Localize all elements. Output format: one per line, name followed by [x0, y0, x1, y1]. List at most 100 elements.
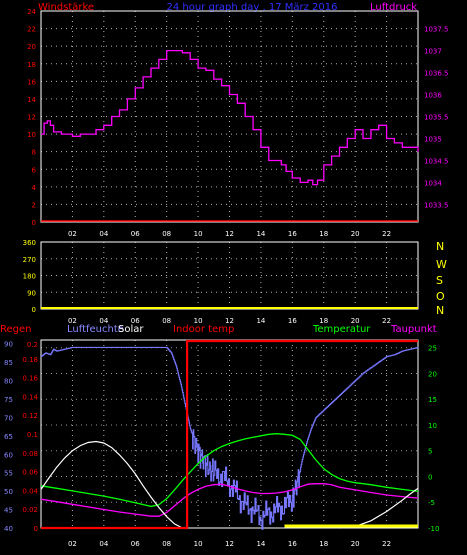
direction-tick-label: 90	[27, 289, 36, 297]
series-temperatur-line	[40, 433, 419, 508]
luftdruck-tick-label: 1035.5	[424, 114, 449, 122]
windstaerke-tick-label: 22	[27, 26, 36, 34]
temperatur-tick-label: 20	[428, 370, 437, 378]
luftfeuchte-tick-label: 80	[4, 378, 13, 386]
windstaerke-tick-label: 4	[32, 184, 37, 192]
windstaerke-axis-label: Windstärke	[38, 2, 94, 13]
windstaerke-tick-label: 12	[27, 114, 36, 122]
regen-tick-label: 0.12	[22, 412, 38, 420]
regen-tick-label: 0.16	[22, 375, 38, 383]
x-tick-label: 16	[288, 230, 297, 238]
x-tick-label: 06	[131, 540, 140, 548]
x-tick-label: 22	[382, 230, 391, 238]
direction-tick-label: 180	[23, 273, 36, 281]
x-tick-label: 08	[162, 540, 171, 548]
x-tick-label: 16	[288, 540, 297, 548]
luftfeuchte-tick-label: 70	[4, 414, 13, 422]
regen-tick-label: 0.02	[22, 506, 38, 514]
windstaerke-tick-label: 8	[32, 149, 36, 157]
taupunkt-label: Taupunkt	[390, 324, 437, 335]
temperatur-tick-label: 10	[428, 422, 437, 430]
temperatur-tick-label: 15	[428, 396, 437, 404]
direction-label-n-top: N	[436, 240, 444, 253]
x-tick-label: 20	[351, 540, 360, 548]
windstaerke-tick-label: 6	[32, 166, 37, 174]
x-tick-label: 22	[382, 317, 391, 325]
luftfeuchte-tick-label: 55	[4, 470, 13, 478]
luftdruck-tick-label: 1034	[424, 179, 442, 187]
x-tick-label: 08	[162, 230, 171, 238]
temperatur-tick-label: -5	[428, 499, 435, 507]
regen-tick-label: 0.18	[22, 356, 38, 364]
x-tick-label: 12	[225, 317, 234, 325]
x-tick-label: 04	[99, 230, 108, 238]
x-tick-label: 06	[131, 230, 140, 238]
series-taupunkt-line	[40, 483, 419, 517]
luftfeuchte-tick-label: 85	[4, 359, 13, 367]
luftdruck-tick-label: 1037.5	[424, 26, 449, 34]
regen-tick-label: 0.08	[22, 450, 38, 458]
regen-tick-label: 0.2	[27, 341, 38, 349]
x-tick-label: 12	[225, 230, 234, 238]
temperatur-tick-label: -10	[428, 525, 439, 533]
luftfeuchte-tick-label: 65	[4, 433, 13, 441]
windstaerke-tick-label: 24	[27, 8, 36, 16]
regen-tick-label: 0.06	[22, 469, 38, 477]
windstaerke-tick-label: 2	[32, 201, 36, 209]
direction-tick-label: 360	[23, 239, 36, 247]
windstaerke-tick-label: 18	[27, 61, 36, 69]
luftfeuchte-tick-label: 60	[4, 451, 13, 459]
luftdruck-tick-label: 1036.5	[424, 70, 449, 78]
direction-tick-label: 0	[32, 306, 36, 314]
windstaerke-tick-label: 0	[32, 219, 36, 227]
x-tick-label: 08	[162, 317, 171, 325]
x-tick-label: 18	[319, 317, 328, 325]
x-tick-label: 10	[194, 317, 203, 325]
x-tick-label: 18	[319, 230, 328, 238]
luftfeuchte-tick-label: 45	[4, 507, 13, 515]
regen-tick-label: 0.04	[22, 487, 38, 495]
chart-marks: 2422201816141210864201037.510371036.5103…	[4, 8, 449, 548]
x-tick-label: 10	[194, 230, 203, 238]
direction-label-n-bottom: N	[436, 304, 444, 317]
windstaerke-tick-label: 14	[27, 96, 36, 104]
x-tick-label: 06	[131, 317, 140, 325]
series-indoortemp-line	[41, 339, 418, 530]
luftfeuchte-tick-label: 50	[4, 488, 13, 496]
x-tick-label: 14	[256, 230, 265, 238]
x-tick-label: 10	[194, 540, 203, 548]
x-tick-label: 02	[68, 540, 77, 548]
x-tick-label: 04	[99, 317, 108, 325]
indoor-temp-label: Indoor temp	[173, 324, 234, 335]
x-tick-label: 04	[99, 540, 108, 548]
direction-tick-label: 270	[23, 256, 36, 264]
x-tick-label: 20	[351, 317, 360, 325]
windstaerke-tick-label: 20	[27, 43, 36, 51]
temperatur-label: Temperatur	[312, 324, 371, 335]
chart-title: 24 hour graph day , 17 März 2016	[166, 2, 337, 13]
x-tick-label: 02	[68, 230, 77, 238]
multi-plot-frame	[40, 339, 419, 529]
x-tick-label: 02	[68, 317, 77, 325]
luftdruck-tick-label: 1036	[424, 92, 442, 100]
solar-label: Solar	[118, 324, 144, 335]
luftfeuchte-tick-label: 40	[4, 525, 13, 533]
luftdruck-tick-label: 1034.5	[424, 157, 449, 165]
regen-tick-label: 0.14	[22, 393, 38, 401]
temperatur-tick-label: 25	[428, 345, 437, 353]
x-tick-label: 12	[225, 540, 234, 548]
x-tick-label: 22	[382, 540, 391, 548]
windstaerke-tick-label: 10	[27, 131, 36, 139]
luftdruck-tick-label: 1033.5	[424, 201, 449, 209]
x-tick-label: 18	[319, 540, 328, 548]
luftdruck-tick-label: 1037	[424, 48, 442, 56]
temperatur-tick-label: 5	[428, 448, 432, 456]
windstaerke-tick-label: 16	[27, 78, 36, 86]
luftdruck-axis-label: Luftdruck	[370, 2, 417, 13]
x-tick-label: 14	[256, 540, 265, 548]
regen-tick-label: 0	[34, 525, 38, 533]
luftfeuchte-tick-label: 90	[4, 341, 13, 349]
regen-tick-label: 0.1	[27, 431, 38, 439]
